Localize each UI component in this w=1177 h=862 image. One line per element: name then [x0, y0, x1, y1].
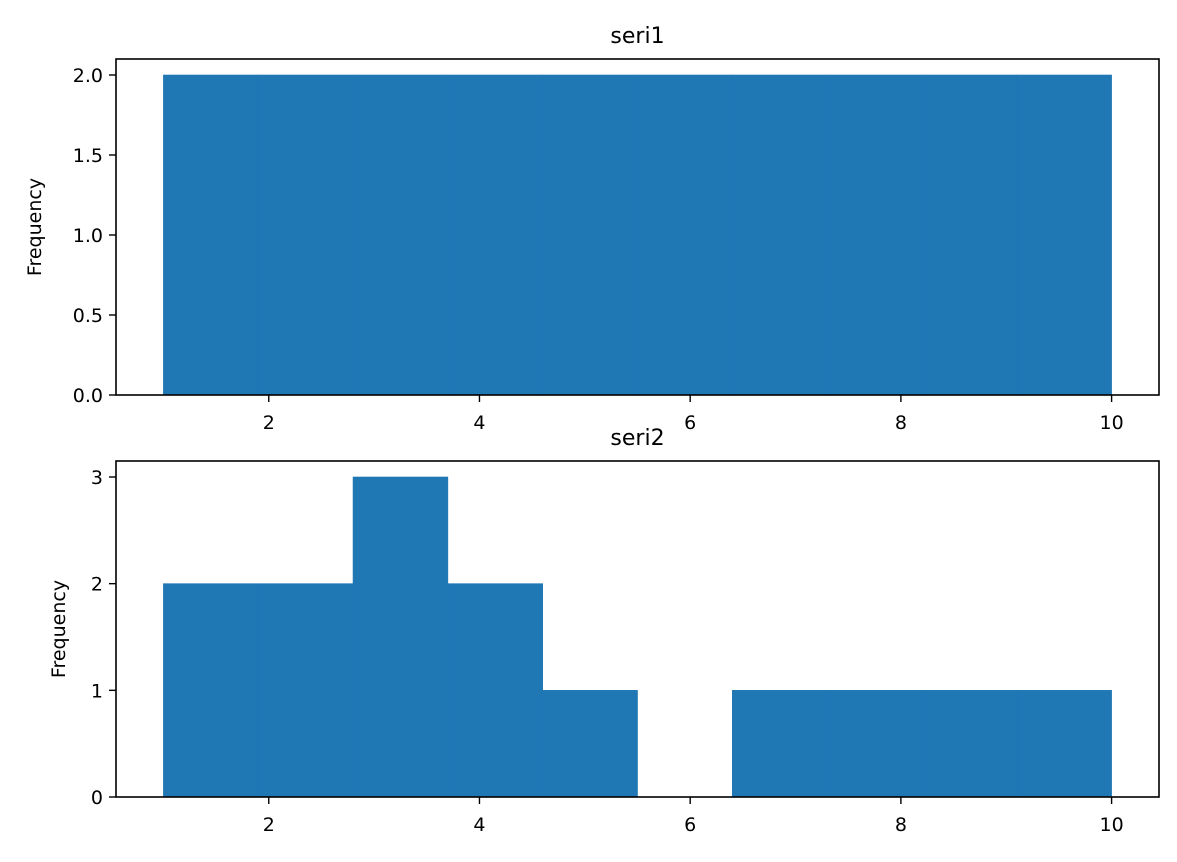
x-tick-label: 6	[684, 814, 696, 836]
y-tick-label: 1	[91, 680, 103, 702]
y-axis-label: Frequency	[24, 178, 46, 276]
histogram-bar	[352, 476, 449, 798]
x-tick-label: 4	[473, 412, 485, 434]
histogram-bar	[257, 74, 354, 396]
x-tick-label: 8	[895, 814, 907, 836]
histogram-bar	[352, 74, 449, 396]
x-tick-label: 2	[263, 814, 275, 836]
subplot-seri1: 2 4 6 8 10 0.0 0.5 1.0 1.5 2.0 seri1 Frequency	[24, 24, 1160, 434]
y-tick-label: 0.5	[73, 305, 103, 327]
y-tick-label: 2.0	[73, 65, 103, 87]
histogram-bar	[447, 74, 543, 396]
axes-frame	[115, 460, 1160, 798]
x-tick-label: 4	[473, 814, 485, 836]
histogram-bar	[163, 583, 259, 798]
histogram-bar	[826, 690, 923, 798]
chart-title: seri2	[610, 426, 664, 451]
histogram-bar	[637, 74, 733, 396]
axes-frame	[115, 58, 1160, 396]
histogram-bar	[921, 690, 1018, 798]
y-tick-label: 1.5	[73, 145, 103, 167]
histogram-bar	[826, 74, 923, 396]
x-tick-label: 10	[1099, 412, 1123, 434]
histogram-bar	[257, 583, 354, 798]
histogram-bar	[1016, 690, 1112, 798]
x-tick-label: 6	[684, 412, 696, 434]
chart-title: seri1	[610, 24, 664, 49]
x-tick-label: 8	[895, 412, 907, 434]
histogram-bar	[732, 690, 828, 798]
histogram-bar	[447, 583, 543, 798]
histogram-bar	[1016, 74, 1112, 396]
y-tick-label: 0.0	[73, 385, 103, 407]
y-tick-label: 1.0	[73, 225, 103, 247]
y-tick-label: 0	[91, 787, 103, 809]
histogram-bar	[542, 74, 638, 396]
y-tick-label: 3	[91, 467, 103, 489]
histogram-bar	[921, 74, 1018, 396]
histogram-bar	[732, 74, 828, 396]
subplot-seri2: 2 4 6 8 10 0 1 2 3 seri2 Frequency	[48, 426, 1160, 836]
x-tick-label: 10	[1099, 814, 1123, 836]
y-tick-label: 2	[91, 574, 103, 596]
histogram-bar	[542, 690, 638, 798]
y-axis-label: Frequency	[48, 580, 70, 678]
histogram-bar	[163, 74, 259, 396]
x-tick-label: 2	[263, 412, 275, 434]
